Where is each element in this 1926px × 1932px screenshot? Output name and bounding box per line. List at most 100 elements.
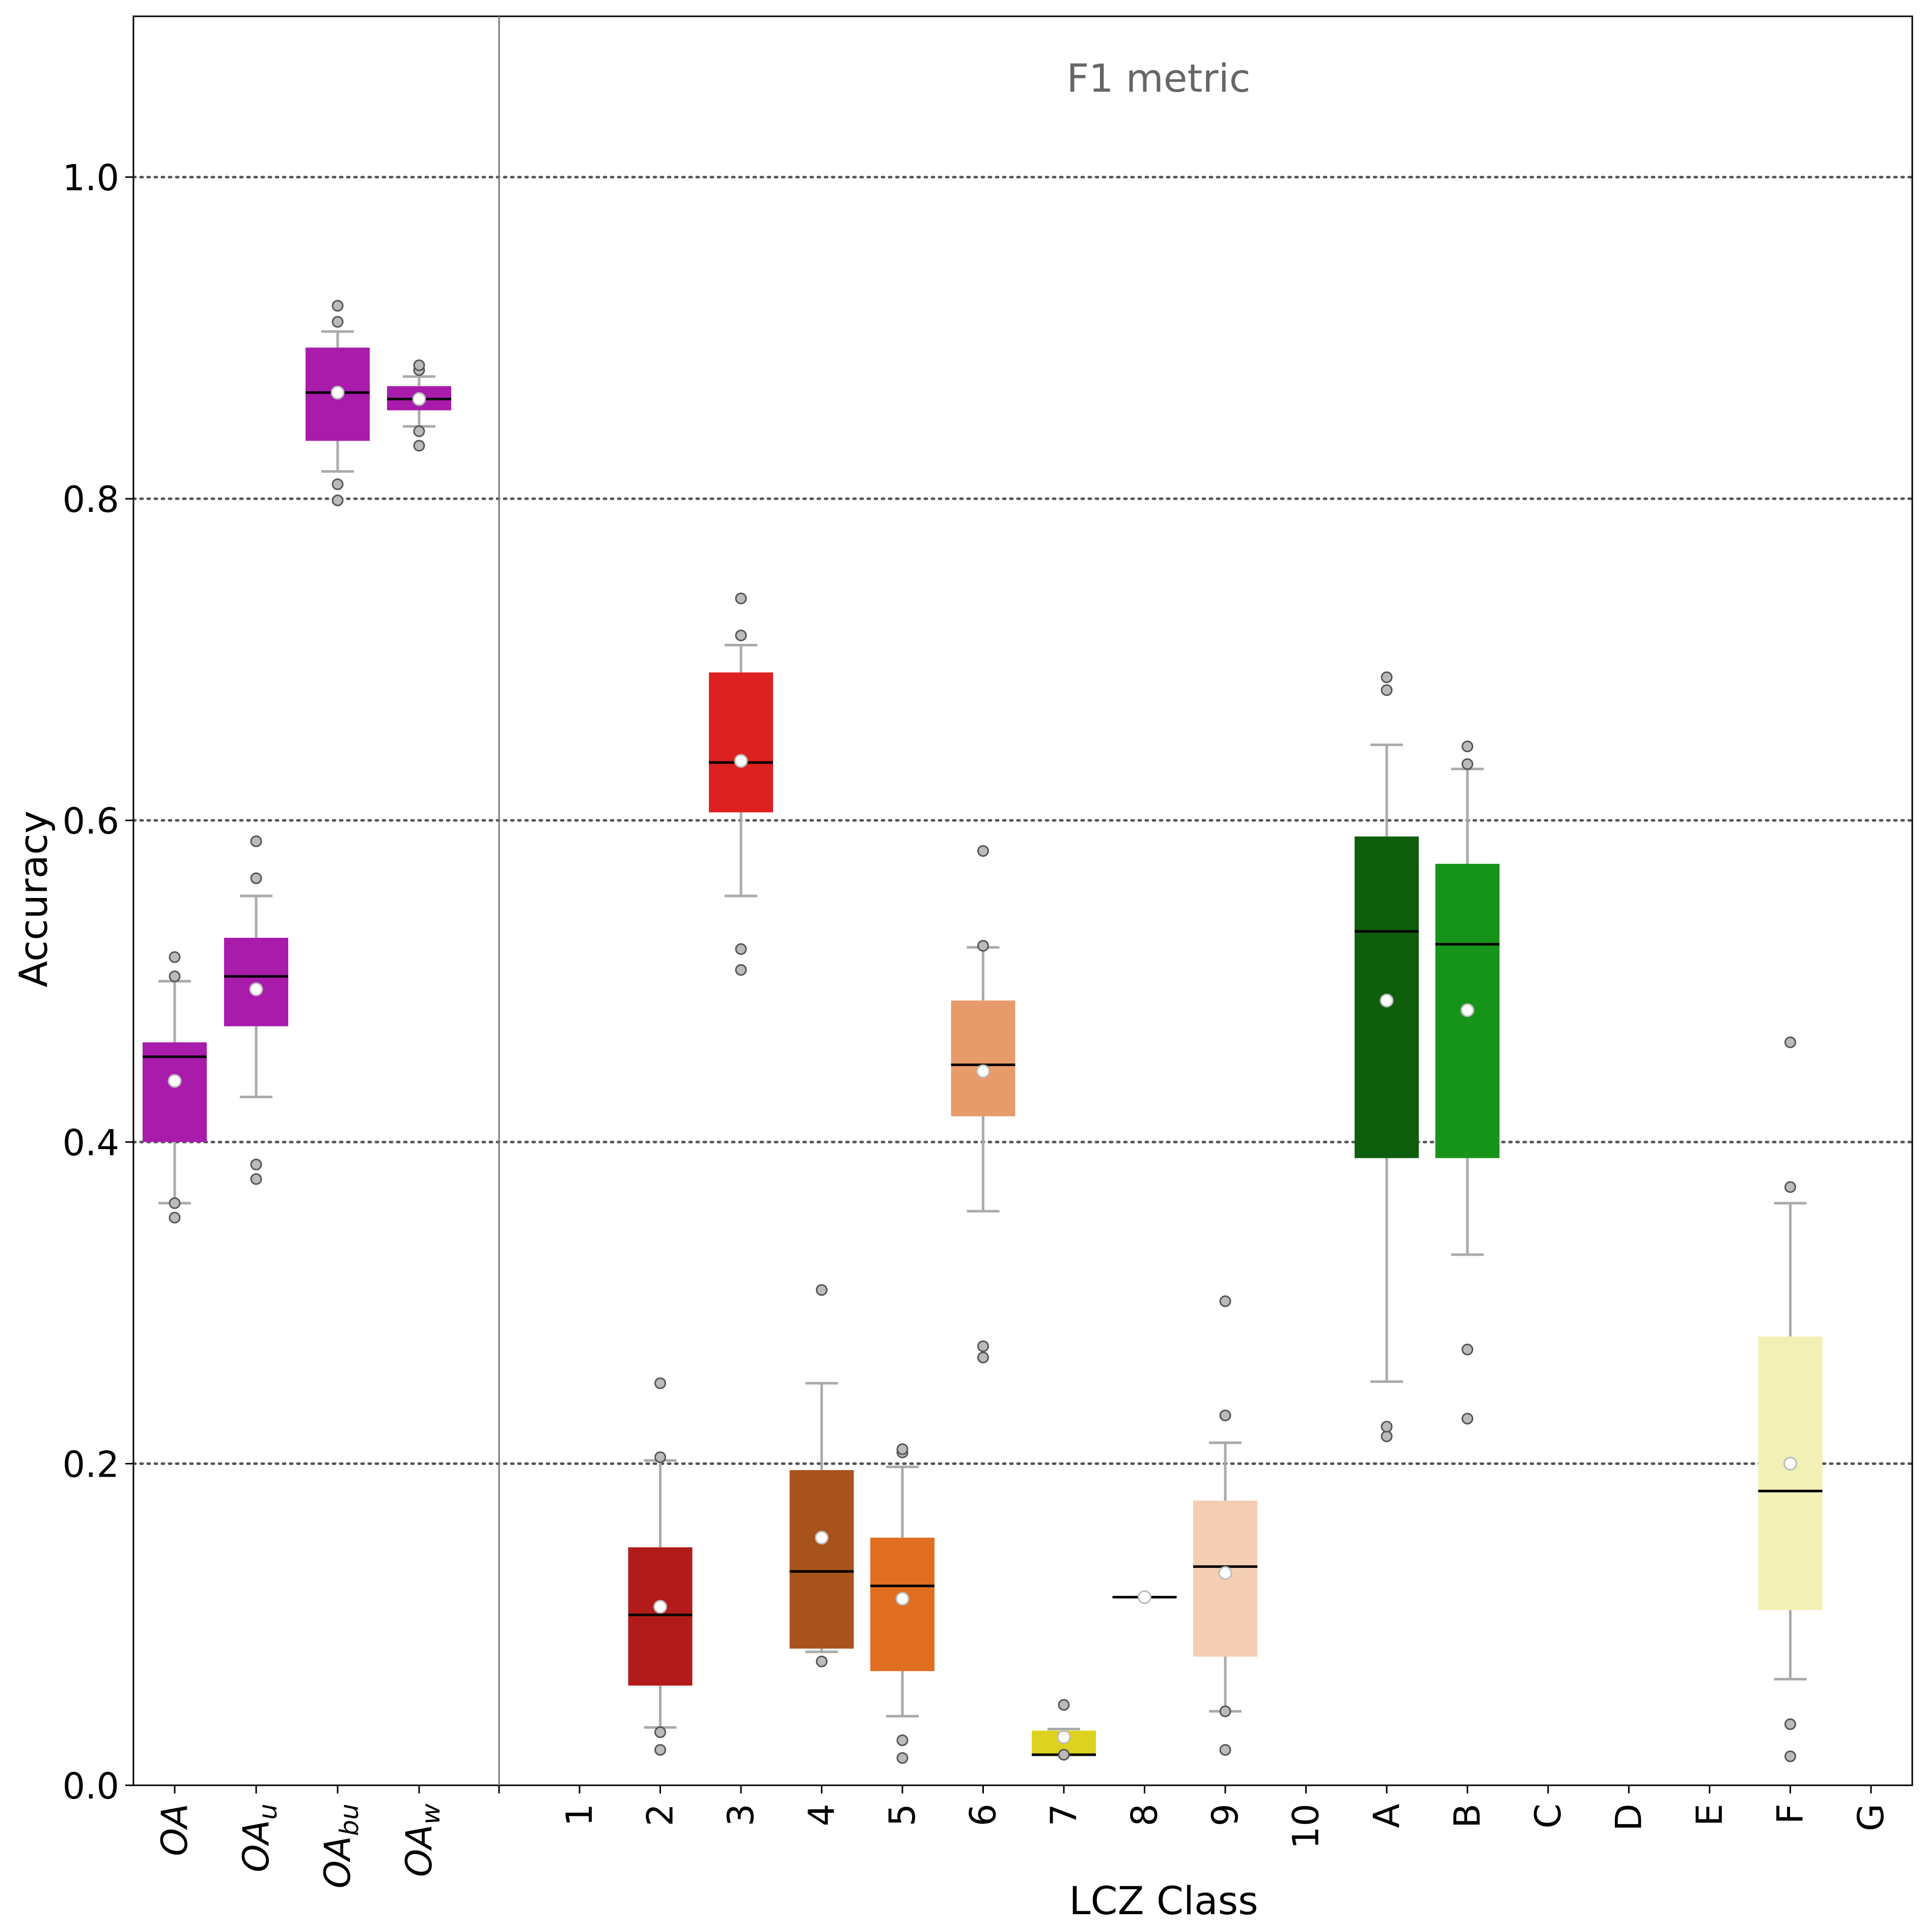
overall-mean-1 xyxy=(249,982,263,996)
x-tick-label-class-16: G xyxy=(1850,1804,1892,1831)
overall-outlier-1-1 xyxy=(250,1158,262,1171)
x-tick-label-class-4: 5 xyxy=(882,1804,923,1827)
lcz-mean-1 xyxy=(653,1600,667,1614)
lcz-outlier-15-0 xyxy=(1784,1750,1796,1762)
boxes-layer xyxy=(143,300,1823,1764)
lcz-mean-2 xyxy=(734,754,748,768)
lcz-box-3 xyxy=(789,1284,854,1668)
x-tick-label-class-1: 2 xyxy=(640,1804,681,1827)
lcz-outlier-8-0 xyxy=(1219,1744,1231,1756)
lcz-outlier-10-0 xyxy=(1381,1430,1393,1443)
lcz-outlier-15-1 xyxy=(1784,1718,1796,1730)
lcz-outlier-2-1 xyxy=(735,943,747,955)
lcz-mean-4 xyxy=(895,1592,910,1606)
overall-outlier-0-0 xyxy=(169,1211,181,1223)
overall-box-rect-0 xyxy=(143,1042,207,1142)
lcz-box-11 xyxy=(1435,740,1500,1425)
x-tick-label-class-0: 1 xyxy=(559,1804,600,1827)
lcz-outlier-11-1 xyxy=(1462,1343,1473,1355)
lcz-outlier-4-0 xyxy=(896,1752,909,1764)
lcz-mean-3 xyxy=(815,1531,829,1545)
overall-outlier-2-3 xyxy=(332,300,344,312)
lcz-outlier-11-3 xyxy=(1462,740,1473,752)
overall-outlier-0-2 xyxy=(169,970,181,983)
y-tick-label-5: 1.0 xyxy=(63,157,119,199)
overall-outlier-2-1 xyxy=(332,478,344,491)
x-tick-label-subscript: u xyxy=(253,1804,283,1820)
x-tick-label-base: OA xyxy=(398,1825,440,1877)
lcz-outlier-1-3 xyxy=(654,1377,666,1390)
x-tick-label-class-6: 7 xyxy=(1043,1804,1085,1827)
x-tick-label-overall-2: OAbu xyxy=(317,1804,364,1888)
x-tick-label-class-11: B xyxy=(1447,1804,1489,1828)
lcz-mean-6 xyxy=(1057,1730,1071,1744)
overall-mean-2 xyxy=(331,386,345,400)
x-tick-label-class-3: 4 xyxy=(801,1804,843,1827)
x-tick-label-subscript: w xyxy=(416,1804,446,1825)
lcz-outlier-2-0 xyxy=(735,964,747,976)
x-tick-label-subscript: bu xyxy=(335,1804,364,1836)
lcz-outlier-10-1 xyxy=(1381,1421,1393,1433)
lcz-outlier-15-2 xyxy=(1784,1181,1796,1193)
lcz-outlier-10-2 xyxy=(1381,684,1393,696)
lcz-box-6 xyxy=(1032,1699,1096,1761)
y-tick-label-0: 0.0 xyxy=(63,1765,119,1807)
overall-outlier-0-1 xyxy=(169,1197,181,1209)
x-tick-label-class-5: 6 xyxy=(962,1804,1004,1827)
lcz-box-8 xyxy=(1193,1295,1257,1756)
lcz-box-rect-5 xyxy=(951,1000,1015,1117)
x-tick-label-class-14: E xyxy=(1689,1804,1730,1826)
y-tick-label-2: 0.4 xyxy=(63,1122,119,1164)
x-tick-label-overall-1: OAu xyxy=(235,1804,283,1872)
x-tick-label-class-13: D xyxy=(1608,1804,1650,1831)
lcz-box-7 xyxy=(1112,1590,1177,1604)
lcz-outlier-4-3 xyxy=(896,1443,909,1455)
lcz-box-rect-15 xyxy=(1758,1337,1823,1610)
lcz-outlier-8-3 xyxy=(1219,1295,1231,1308)
overall-outlier-3-0 xyxy=(413,440,425,452)
overall-outlier-2-0 xyxy=(332,494,344,506)
x-tick-label-class-2: 3 xyxy=(720,1804,762,1827)
plot-border xyxy=(132,15,1913,1786)
lcz-mean-7 xyxy=(1138,1590,1151,1604)
plot-frame xyxy=(132,15,1913,1786)
lcz-outlier-1-1 xyxy=(654,1726,666,1738)
lcz-box-4 xyxy=(870,1443,934,1764)
y-tick-label-1: 0.2 xyxy=(63,1444,119,1486)
lcz-outlier-5-2 xyxy=(977,940,989,952)
lcz-outlier-1-2 xyxy=(654,1451,666,1463)
lcz-outlier-11-2 xyxy=(1462,758,1473,770)
lcz-outlier-6-1 xyxy=(1058,1699,1070,1711)
overall-outlier-1-2 xyxy=(250,872,262,884)
lcz-outlier-8-2 xyxy=(1219,1409,1231,1422)
lcz-box-5 xyxy=(951,845,1015,1364)
lcz-outlier-5-0 xyxy=(977,1351,989,1364)
lcz-box-rect-1 xyxy=(628,1547,693,1686)
x-tick-label-base: OA xyxy=(317,1836,359,1888)
x-tick-label-class-12: C xyxy=(1527,1804,1569,1829)
overall-box-0 xyxy=(143,951,207,1223)
lcz-outlier-15-3 xyxy=(1784,1036,1796,1048)
x-tick-label-class-7: 8 xyxy=(1124,1804,1166,1827)
lcz-outlier-11-0 xyxy=(1462,1412,1473,1425)
x-tick-label-overall-3: OAw xyxy=(398,1804,446,1877)
y-tick-label-4: 0.8 xyxy=(63,479,119,521)
lcz-box-2 xyxy=(709,592,773,976)
lcz-mean-10 xyxy=(1380,993,1394,1008)
overall-outlier-3-1 xyxy=(413,425,425,438)
lcz-outlier-1-0 xyxy=(654,1744,666,1756)
x-tick-label-base: OA xyxy=(235,1820,277,1872)
lcz-outlier-10-3 xyxy=(1381,671,1393,684)
gridlines xyxy=(132,176,1914,1465)
x-tick-label-class-15: F xyxy=(1770,1804,1811,1824)
overall-box-2 xyxy=(306,300,370,506)
x-tick-label-overall-0: OA xyxy=(154,1804,196,1856)
x-tick-label-class-8: 9 xyxy=(1204,1804,1246,1827)
lcz-outlier-3-0 xyxy=(816,1655,828,1668)
x-axis-label: LCZ Class xyxy=(1069,1878,1258,1923)
overall-box-3 xyxy=(387,359,451,452)
lcz-outlier-3-1 xyxy=(816,1284,828,1296)
overall-box-1 xyxy=(224,835,288,1185)
